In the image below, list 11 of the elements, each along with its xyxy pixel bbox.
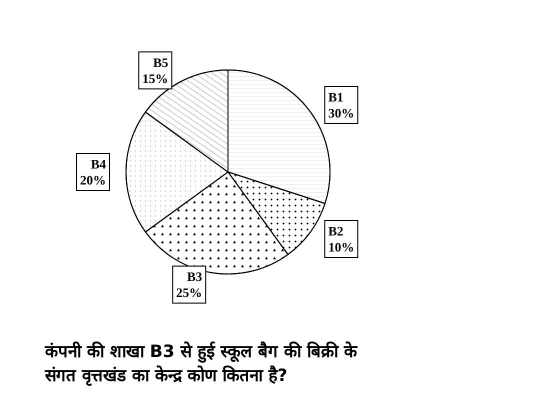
data-label: 25% — [176, 285, 202, 300]
slice-label: B3 — [186, 269, 203, 284]
data-label: 15% — [142, 70, 168, 86]
slice-label: B5 — [153, 54, 169, 70]
slice-label: B1 — [328, 89, 344, 104]
data-label: 10% — [328, 240, 354, 255]
slice-label: B4 — [90, 156, 106, 172]
data-label: 20% — [80, 172, 106, 188]
data-label: 30% — [328, 105, 354, 120]
text: कंपनी की शाखा B3 से हुई स्कूल बैग की बिक्री के संगत वृत्तखंड का केन्द्र कोण कितना है? — [44, 341, 358, 386]
slice-label: B2 — [328, 224, 344, 239]
